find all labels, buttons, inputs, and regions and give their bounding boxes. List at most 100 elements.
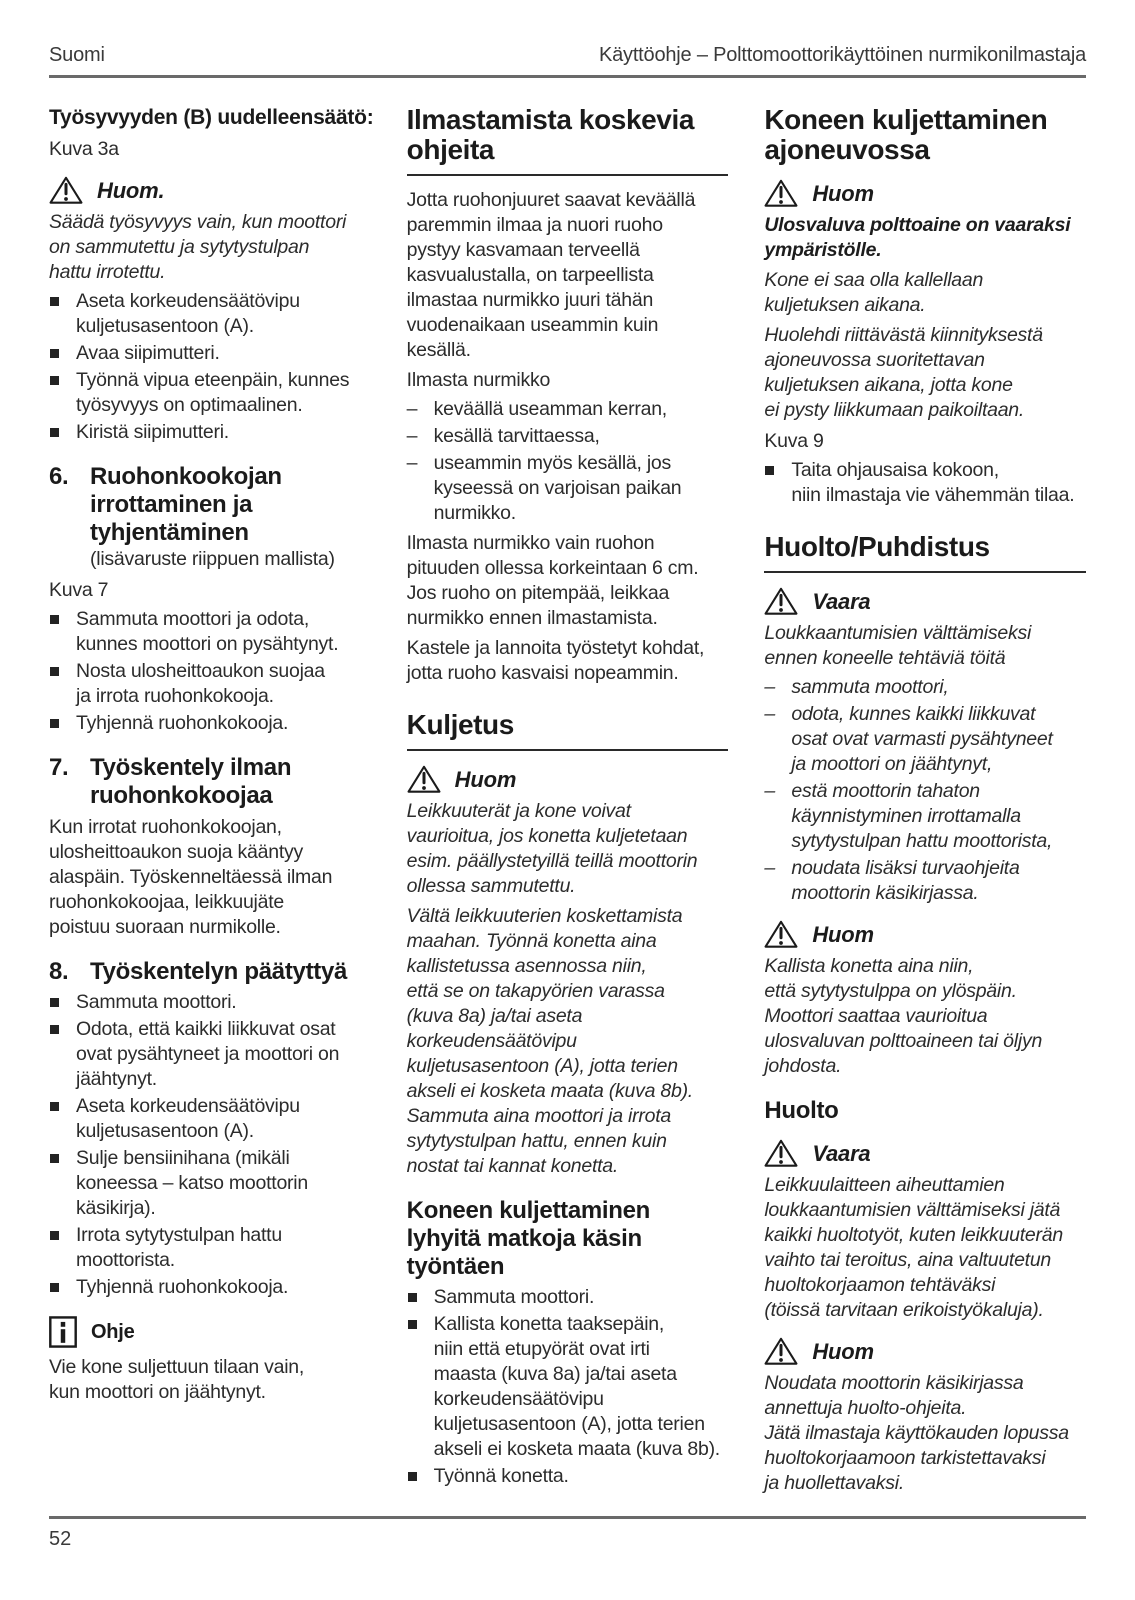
list-item: useammin myös kesällä, jos kyseessä on v… bbox=[407, 451, 729, 526]
warning-label: Vaara bbox=[812, 588, 871, 614]
warning-label: Huom. bbox=[97, 177, 165, 203]
heading-text: Ruohonkookojan irrottaminen ja tyhjentäm… bbox=[90, 463, 282, 546]
run-in-heading: Työsyvyyden (B) uudelleensäätö: bbox=[49, 106, 374, 129]
list-item: Odota, että kaikki liikkuvat osat ovat p… bbox=[49, 1017, 371, 1092]
paragraph: Kastele ja lannoita työstetyt kohdat, jo… bbox=[406, 637, 705, 684]
list-item: Tyhjennä ruohonkokooja. bbox=[49, 711, 371, 736]
subsection-heading: Koneen kuljettaminen lyhyitä matkoja käs… bbox=[407, 1197, 729, 1281]
bullet-list: Aseta korkeudensäätövipu kuljetusasentoo… bbox=[49, 289, 371, 445]
list-item: estä moottorin tahaton käynnistyminen ir… bbox=[764, 779, 1086, 854]
warning-note: Huom. bbox=[49, 175, 371, 205]
paragraph: Noudata moottorin käsikirjassa annettuja… bbox=[764, 1372, 1069, 1494]
info-label: Ohje bbox=[91, 1320, 135, 1343]
subsection-heading-row: Koneen kuljettaminen lyhyitä matkoja käs… bbox=[407, 1197, 729, 1281]
list-item: Taita ohjausaisa kokoon, niin ilmastaja … bbox=[764, 458, 1086, 508]
warning-triangle-icon bbox=[764, 919, 798, 949]
heading-subtitle: (lisävaruste riippuen mallista) bbox=[90, 548, 335, 570]
heading-number: 7. bbox=[49, 754, 69, 781]
header-language: Suomi bbox=[49, 44, 105, 66]
warning-label: Huom bbox=[812, 180, 874, 206]
paragraph: Ilmasta nurmikko vain ruohon pituuden ol… bbox=[406, 532, 699, 629]
section-heading: Huolto/Puhdistus bbox=[764, 532, 1087, 573]
list-item: Aseta korkeudensäätövipu kuljetusasentoo… bbox=[49, 289, 371, 339]
figure-reference: Kuva 9 bbox=[764, 430, 824, 452]
figure-reference: Kuva 7 bbox=[49, 579, 109, 601]
page-footer: 52 bbox=[49, 1516, 1086, 1551]
warning-label: Huom bbox=[812, 1338, 874, 1364]
warning-triangle-icon bbox=[764, 178, 798, 208]
column-2: Ilmastamista koskevia ohjeita Jotta ruoho… bbox=[406, 105, 729, 1489]
column-1: Työsyvyyden (B) uudelleensäätö: Kuva 3a Hu… bbox=[49, 105, 374, 1405]
paragraph: Ilmasta nurmikko bbox=[406, 369, 551, 391]
list-item: Sammuta moottori. bbox=[407, 1285, 729, 1310]
figure-reference: Kuva 3a bbox=[49, 138, 119, 160]
warning-triangle-icon bbox=[764, 586, 798, 616]
list-item: Irrota sytytystulpan hattu moottorista. bbox=[49, 1223, 371, 1273]
warning-triangle-icon bbox=[764, 1336, 798, 1366]
bullet-list: Taita ohjausaisa kokoon, niin ilmastaja … bbox=[764, 458, 1086, 508]
bullet-list: Sammuta moottori ja odota, kunnes mootto… bbox=[49, 607, 371, 736]
bullet-list: Sammuta moottori. Kallista konetta taakse… bbox=[407, 1285, 729, 1489]
page-number: 52 bbox=[49, 1528, 72, 1550]
paragraph: Leikkuulaitteen aiheuttamien loukkaantum… bbox=[764, 1174, 1063, 1321]
list-item: Työnnä konetta. bbox=[407, 1464, 729, 1489]
paragraph: Säädä työsyvyys vain, kun moottori on sa… bbox=[49, 211, 347, 283]
list-item: Aseta korkeudensäätövipu kuljetusasentoo… bbox=[49, 1094, 371, 1144]
info-note: Ohje bbox=[49, 1316, 371, 1348]
paragraph: Huolehdi riittävästä kiinnityksestä ajon… bbox=[764, 324, 1043, 421]
subsection-heading: 7. Työskentely ilman ruohonkokoojaa bbox=[49, 754, 371, 810]
paragraph: Kone ei saa olla kallellaan kuljetuksen … bbox=[764, 269, 984, 316]
section-heading: Kuljetus bbox=[406, 710, 729, 751]
paragraph: Vältä leikkuuterien koskettamista maahan… bbox=[406, 905, 694, 1177]
warning-note: Huom bbox=[407, 764, 729, 794]
warning-triangle-icon bbox=[49, 175, 83, 205]
warning-note: Vaara bbox=[764, 1138, 1086, 1168]
subsection-heading-row: 7. Työskentely ilman ruohonkokoojaa bbox=[49, 754, 371, 810]
warning-triangle-icon bbox=[764, 1138, 798, 1168]
subsection-heading-row: Huolto bbox=[764, 1097, 1086, 1125]
warning-label: Huom bbox=[454, 766, 517, 792]
list-item: Kiristä siipimutteri. bbox=[49, 420, 371, 445]
section-heading: Ilmastamista koskevia ohjeita bbox=[406, 105, 729, 176]
list-item: Nosta ulosheittoaukon suojaa ja irrota r… bbox=[49, 659, 371, 709]
column-3: Koneen kuljettaminen ajoneuvossa Huom Ulos… bbox=[764, 104, 1087, 1496]
dash-list: sammuta moottori,odota, kunnes kaikki li… bbox=[764, 675, 1086, 906]
list-item: sammuta moottori, bbox=[764, 675, 1086, 700]
list-item: keväällä useamman kerran, bbox=[407, 397, 729, 422]
subsection-heading: 6. Ruohonkookojan irrottaminen ja tyhjent… bbox=[49, 463, 371, 572]
dash-list: keväällä useamman kerran,kesällä tarvitt… bbox=[407, 397, 729, 526]
content-columns: Työsyvyyden (B) uudelleensäätö: Kuva 3a Hu… bbox=[49, 104, 1087, 1496]
heading-text: Huolto bbox=[764, 1097, 839, 1124]
paragraph: Leikkuuterät ja kone voivat vaurioitua, … bbox=[406, 800, 698, 897]
list-item: Avaa siipimutteri. bbox=[49, 341, 371, 366]
paragraph: Jotta ruohonjuuret saavat keväällä parem… bbox=[406, 189, 696, 361]
paragraph: Ulosvaluva polttoaine on vaaraksi ympäri… bbox=[764, 214, 1071, 261]
section-heading: Koneen kuljettaminen ajoneuvossa bbox=[764, 104, 1048, 165]
list-item: Sammuta moottori. bbox=[49, 990, 371, 1015]
info-icon bbox=[49, 1316, 77, 1348]
paragraph: Kun irrotat ruohonkokoojan, ulosheittoau… bbox=[49, 816, 333, 938]
heading-number: 8. bbox=[49, 958, 69, 985]
subsection-heading: Huolto bbox=[764, 1097, 1086, 1125]
header-title: Käyttöohje – Polttomoottorikäyttöinen nu… bbox=[598, 44, 1086, 66]
list-item: noudata lisäksi turvaohjeita moottorin k… bbox=[764, 856, 1086, 906]
heading-text: Koneen kuljettaminen lyhyitä matkoja käs… bbox=[406, 1197, 651, 1280]
subsection-heading: 8. Työskentelyn päätyttyä bbox=[49, 958, 371, 986]
subsection-heading-row: 6. Ruohonkookojan irrottaminen ja tyhjent… bbox=[49, 463, 371, 547]
warning-note: Vaara bbox=[764, 586, 1086, 616]
list-item: Kallista konetta taaksepäin, niin että e… bbox=[407, 1312, 729, 1462]
heading-text: Työskentely ilman ruohonkokoojaa bbox=[90, 754, 292, 809]
bullet-list: Sammuta moottori. Odota, että kaikki liik… bbox=[49, 990, 371, 1300]
list-item: Sammuta moottori ja odota, kunnes mootto… bbox=[49, 607, 371, 657]
warning-triangle-icon bbox=[407, 764, 441, 794]
subsection-heading-row: 8. Työskentelyn päätyttyä bbox=[49, 958, 371, 986]
heading-text: Työskentelyn päätyttyä bbox=[90, 958, 348, 985]
warning-note: Huom bbox=[764, 178, 1086, 208]
paragraph: Loukkaantumisien välttämiseksi ennen kon… bbox=[764, 622, 1032, 669]
warning-label: Vaara bbox=[812, 1140, 871, 1166]
warning-note: Huom bbox=[764, 1336, 1086, 1366]
list-item: Työnnä vipua eteenpäin, kunnes työsyvyys… bbox=[49, 368, 371, 418]
list-item: kesällä tarvittaessa, bbox=[407, 424, 729, 449]
warning-label: Huom bbox=[812, 921, 874, 947]
